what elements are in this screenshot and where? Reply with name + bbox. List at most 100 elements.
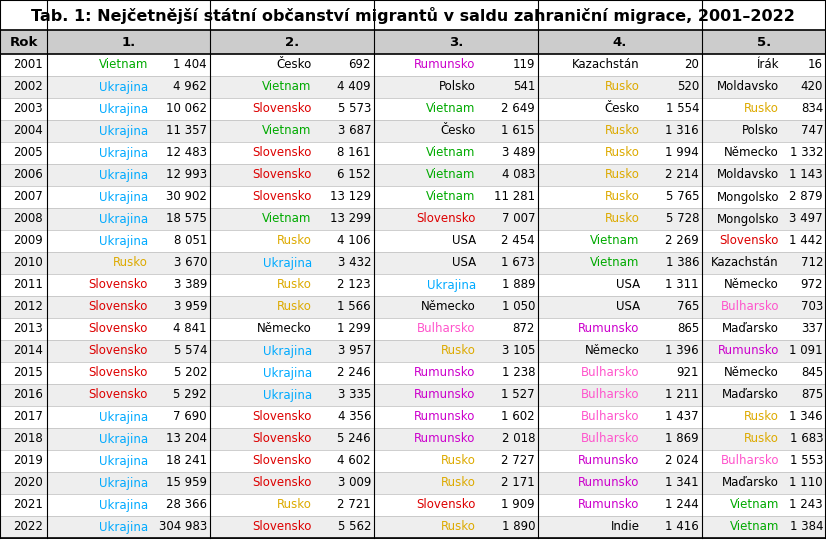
- Text: 692: 692: [349, 58, 371, 71]
- Text: Slovensko: Slovensko: [252, 191, 311, 203]
- Text: 1 346: 1 346: [790, 410, 823, 423]
- Text: 2009: 2009: [13, 234, 43, 247]
- Text: 872: 872: [513, 323, 535, 336]
- Text: 1 889: 1 889: [501, 278, 535, 292]
- Text: 119: 119: [512, 58, 535, 71]
- Text: 765: 765: [676, 300, 699, 313]
- Text: 3 687: 3 687: [338, 124, 371, 137]
- Text: 2010: 2010: [13, 257, 43, 269]
- Text: Vietnam: Vietnam: [263, 81, 311, 94]
- Text: 2012: 2012: [13, 300, 43, 313]
- Text: Rusko: Rusko: [605, 81, 639, 94]
- Text: Bulharsko: Bulharsko: [720, 455, 779, 468]
- Bar: [0, 340, 826, 362]
- Text: Rusko: Rusko: [113, 257, 148, 269]
- Text: 2 171: 2 171: [501, 476, 535, 489]
- Text: 1 211: 1 211: [665, 389, 699, 402]
- Text: USA: USA: [452, 257, 476, 269]
- Text: Slovensko: Slovensko: [88, 344, 148, 358]
- Text: Vietnam: Vietnam: [426, 102, 476, 116]
- Bar: [0, 494, 826, 516]
- Text: Polsko: Polsko: [439, 81, 476, 94]
- Text: Rumunsko: Rumunsko: [415, 433, 476, 445]
- Text: 1 238: 1 238: [501, 366, 535, 379]
- Text: Vietnam: Vietnam: [426, 147, 476, 160]
- Text: 1 244: 1 244: [665, 499, 699, 512]
- Text: 875: 875: [800, 389, 823, 402]
- Text: 1 386: 1 386: [666, 257, 699, 269]
- Text: 5 246: 5 246: [337, 433, 371, 445]
- Text: Rusko: Rusko: [605, 168, 639, 181]
- Text: Slovensko: Slovensko: [252, 455, 311, 468]
- Text: 2001: 2001: [13, 58, 43, 71]
- Text: Ukrajina: Ukrajina: [99, 213, 148, 226]
- Text: 3 670: 3 670: [173, 257, 207, 269]
- Text: 520: 520: [676, 81, 699, 94]
- Text: 3 335: 3 335: [338, 389, 371, 402]
- Text: 865: 865: [676, 323, 699, 336]
- Text: Slovensko: Slovensko: [88, 366, 148, 379]
- Text: Rusko: Rusko: [605, 213, 639, 226]
- Text: 2 454: 2 454: [501, 234, 535, 247]
- Text: 1 527: 1 527: [501, 389, 535, 402]
- Text: 1 341: 1 341: [666, 476, 699, 489]
- Text: Ukrajina: Ukrajina: [99, 102, 148, 116]
- Text: Německo: Německo: [585, 344, 639, 358]
- Text: 3 389: 3 389: [173, 278, 207, 292]
- Text: 1 909: 1 909: [501, 499, 535, 512]
- Text: 4 602: 4 602: [337, 455, 371, 468]
- Text: 541: 541: [513, 81, 535, 94]
- Text: Slovensko: Slovensko: [252, 168, 311, 181]
- Text: 1 566: 1 566: [337, 300, 371, 313]
- Text: Ukrajina: Ukrajina: [99, 433, 148, 445]
- Text: Slovensko: Slovensko: [252, 433, 311, 445]
- Text: Maďarsko: Maďarsko: [722, 389, 779, 402]
- Text: 2 727: 2 727: [501, 455, 535, 468]
- Text: Rumunsko: Rumunsko: [578, 455, 639, 468]
- Text: Polsko: Polsko: [742, 124, 779, 137]
- Text: 2008: 2008: [13, 213, 43, 226]
- Text: Ukrajina: Ukrajina: [99, 124, 148, 137]
- Bar: [0, 406, 826, 428]
- Text: Rumunsko: Rumunsko: [415, 366, 476, 379]
- Text: 7 690: 7 690: [173, 410, 207, 423]
- Text: 1 110: 1 110: [790, 476, 823, 489]
- Text: Slovensko: Slovensko: [88, 389, 148, 402]
- Text: 2 721: 2 721: [337, 499, 371, 512]
- Text: 4.: 4.: [613, 35, 627, 49]
- Text: 1 384: 1 384: [790, 520, 823, 534]
- Text: 2013: 2013: [13, 323, 43, 336]
- Text: Vietnam: Vietnam: [426, 168, 476, 181]
- Bar: [0, 120, 826, 142]
- Bar: [0, 274, 826, 296]
- Text: Kazachstán: Kazachstán: [572, 58, 639, 71]
- Text: 3 957: 3 957: [338, 344, 371, 358]
- Text: Ukrajina: Ukrajina: [99, 410, 148, 423]
- Bar: [0, 516, 826, 538]
- Text: 1 994: 1 994: [665, 147, 699, 160]
- Text: Rusko: Rusko: [277, 234, 311, 247]
- Text: Rusko: Rusko: [605, 191, 639, 203]
- Text: Slovensko: Slovensko: [252, 476, 311, 489]
- Text: 1 615: 1 615: [501, 124, 535, 137]
- Text: Vietnam: Vietnam: [591, 234, 639, 247]
- Text: 6 152: 6 152: [337, 168, 371, 181]
- Text: USA: USA: [452, 234, 476, 247]
- Text: Ukrajina: Ukrajina: [263, 257, 311, 269]
- Bar: [0, 0, 826, 30]
- Text: 834: 834: [800, 102, 823, 116]
- Text: 2 246: 2 246: [337, 366, 371, 379]
- Text: 2019: 2019: [13, 455, 43, 468]
- Text: Rusko: Rusko: [744, 433, 779, 445]
- Text: Rusko: Rusko: [744, 102, 779, 116]
- Text: Slovensko: Slovensko: [719, 234, 779, 247]
- Text: 1 554: 1 554: [666, 102, 699, 116]
- Text: 1 404: 1 404: [173, 58, 207, 71]
- Text: Ukrajina: Ukrajina: [263, 366, 311, 379]
- Text: 3 432: 3 432: [338, 257, 371, 269]
- Text: Ukrajina: Ukrajina: [426, 278, 476, 292]
- Text: Tab. 1: Nejčetnější státní občanství migrantů v saldu zahraniční migrace, 2001–2: Tab. 1: Nejčetnější státní občanství mig…: [31, 7, 795, 23]
- Text: 712: 712: [800, 257, 823, 269]
- Text: Ukrajina: Ukrajina: [99, 168, 148, 181]
- Text: Bulharsko: Bulharsko: [582, 433, 639, 445]
